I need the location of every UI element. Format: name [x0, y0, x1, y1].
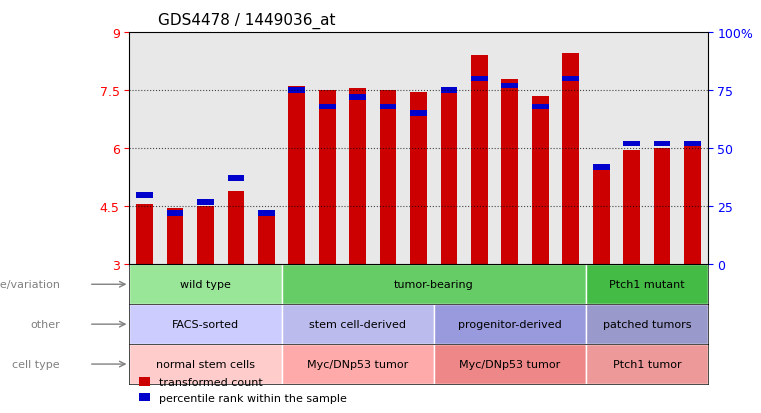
FancyBboxPatch shape	[129, 344, 282, 384]
Bar	[684, 141, 701, 147]
FancyBboxPatch shape	[586, 265, 708, 304]
Bar	[441, 88, 457, 94]
Bar	[258, 213, 275, 265]
Bar	[623, 141, 640, 147]
FancyBboxPatch shape	[586, 344, 708, 384]
Text: progenitor-derived: progenitor-derived	[458, 319, 562, 329]
Bar	[136, 205, 153, 265]
Bar	[532, 97, 549, 265]
Bar	[410, 93, 427, 265]
Bar	[532, 104, 549, 110]
Text: Myc/DNp53 tumor: Myc/DNp53 tumor	[459, 359, 561, 369]
Bar	[258, 211, 275, 216]
FancyBboxPatch shape	[282, 344, 434, 384]
Bar	[501, 83, 518, 89]
Bar	[562, 76, 579, 82]
Bar	[501, 79, 518, 265]
Bar	[319, 91, 336, 265]
Bar	[167, 211, 183, 216]
Bar	[471, 56, 488, 265]
Bar	[441, 89, 457, 265]
Y-axis label: cell type: cell type	[12, 359, 60, 369]
Bar	[349, 95, 366, 101]
Y-axis label: genotype/variation: genotype/variation	[0, 280, 60, 290]
Bar	[228, 176, 244, 182]
Bar	[623, 151, 640, 265]
Bar	[593, 164, 610, 265]
Text: GDS4478 / 1449036_at: GDS4478 / 1449036_at	[158, 13, 336, 29]
FancyBboxPatch shape	[586, 304, 708, 344]
Bar	[593, 164, 610, 170]
Bar	[136, 192, 153, 198]
Bar	[654, 141, 670, 147]
Y-axis label: other: other	[30, 319, 60, 329]
FancyBboxPatch shape	[129, 304, 282, 344]
Bar	[349, 89, 366, 265]
Bar	[654, 149, 670, 265]
Text: tumor-bearing: tumor-bearing	[394, 280, 473, 290]
Bar	[228, 191, 244, 265]
FancyBboxPatch shape	[282, 265, 586, 304]
Text: FACS-sorted: FACS-sorted	[172, 319, 239, 329]
FancyBboxPatch shape	[434, 344, 586, 384]
Text: stem cell-derived: stem cell-derived	[309, 319, 406, 329]
Text: patched tumors: patched tumors	[603, 319, 691, 329]
Text: normal stem cells: normal stem cells	[156, 359, 255, 369]
Text: Ptch1 mutant: Ptch1 mutant	[609, 280, 685, 290]
Text: wild type: wild type	[180, 280, 231, 290]
Legend: transformed count, percentile rank within the sample: transformed count, percentile rank withi…	[135, 373, 352, 408]
Bar	[380, 104, 396, 110]
FancyBboxPatch shape	[434, 304, 586, 344]
FancyBboxPatch shape	[282, 304, 434, 344]
Bar	[197, 207, 214, 265]
Text: Myc/DNp53 tumor: Myc/DNp53 tumor	[307, 359, 409, 369]
Bar	[288, 88, 305, 94]
Bar	[410, 111, 427, 117]
Bar	[471, 76, 488, 82]
Bar	[684, 147, 701, 265]
Bar	[319, 104, 336, 110]
Bar	[197, 199, 214, 205]
Text: Ptch1 tumor: Ptch1 tumor	[613, 359, 681, 369]
Bar	[288, 87, 305, 265]
Bar	[380, 91, 396, 265]
Bar	[562, 54, 579, 265]
FancyBboxPatch shape	[129, 265, 282, 304]
Bar	[167, 209, 183, 265]
